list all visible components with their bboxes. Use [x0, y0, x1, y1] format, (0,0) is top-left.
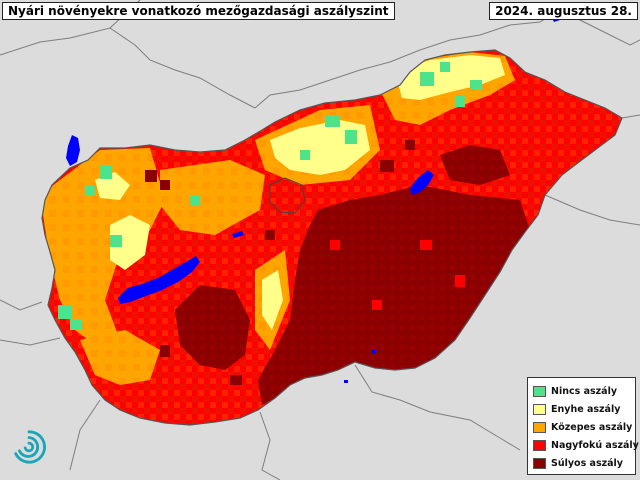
legend-label: Közepes aszály: [551, 421, 633, 433]
legend-item-mild-drought: Enyhe aszály: [533, 400, 630, 418]
met-service-logo-icon: [14, 430, 46, 464]
legend-label: Enyhe aszály: [551, 403, 621, 415]
legend-item-extreme-drought: Súlyos aszály: [533, 454, 630, 472]
lake-velence: [232, 231, 244, 238]
water-bodies: [66, 16, 560, 383]
lake-ferto: [66, 135, 80, 166]
lake-tisza: [410, 170, 434, 195]
legend-swatch: [533, 457, 546, 469]
legend-swatch: [533, 403, 546, 415]
legend-swatch: [533, 439, 546, 451]
legend-item-moderate-drought: Közepes aszály: [533, 418, 633, 436]
legend-item-severe-drought: Nagyfokú aszály: [533, 436, 639, 454]
legend-item-no-drought: Nincs aszály: [533, 382, 630, 400]
legend-swatch: [533, 385, 546, 397]
hungary-border: [41, 49, 623, 426]
map-date: 2024. augusztus 28.: [489, 2, 638, 20]
legend-label: Nagyfokú aszály: [551, 439, 639, 451]
legend-label: Súlyos aszály: [551, 457, 623, 469]
map-legend: Nincs aszály Enyhe aszály Közepes aszály…: [527, 377, 639, 475]
legend-label: Nincs aszály: [551, 385, 618, 397]
map-title: Nyári növényekre vonatkozó mezőgazdasági…: [2, 2, 395, 20]
lake-balaton: [118, 256, 200, 304]
legend-swatch: [533, 421, 546, 433]
